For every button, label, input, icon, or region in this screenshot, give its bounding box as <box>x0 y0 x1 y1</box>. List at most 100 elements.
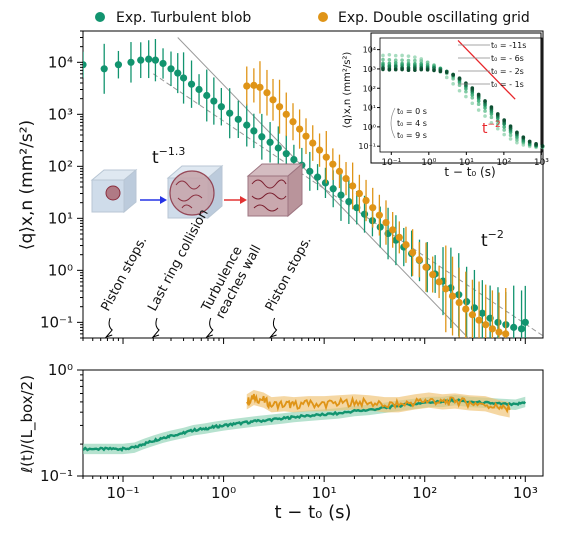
inset-data-point <box>444 70 449 75</box>
inset-y-tick-label: 10⁰ <box>363 123 376 132</box>
inset-x-tick-label: 10⁻¹ <box>381 158 401 168</box>
data-point-turbulent <box>521 318 529 326</box>
inset-data-point <box>381 67 385 72</box>
inset-label-bracket <box>390 107 396 139</box>
line-oscillating <box>246 393 511 414</box>
data-point-oscillating <box>475 316 483 324</box>
lower-axes: 10⁻¹ 10⁰ 10¹ 10² 10³ 10⁻¹ 10⁰ <box>40 361 538 502</box>
inset-data-point <box>470 86 475 90</box>
x-tick-label: 10⁻¹ <box>107 484 140 502</box>
data-point-turbulent <box>151 56 160 64</box>
inset-red-slope-label: t−2 <box>482 120 501 137</box>
data-point-turbulent <box>353 204 361 212</box>
inset-t0-label: t₀ = -11s <box>491 41 526 50</box>
data-point-turbulent <box>187 80 196 88</box>
data-point-oscillating <box>322 153 330 161</box>
data-point-turbulent <box>159 59 167 68</box>
arrow-red-head <box>240 196 247 204</box>
lower-plot-area <box>83 389 527 455</box>
data-point-turbulent <box>217 103 225 111</box>
data-point-oscillating <box>349 182 357 190</box>
inset-x-tick-label: 10¹ <box>459 158 474 168</box>
inset-t0-labels: t₀ = -11s t₀ = - 6s t₀ = - 2s t₀ = - 1s t₀ =… <box>390 41 526 140</box>
inset-data-point <box>489 115 494 120</box>
event-arrow <box>151 317 160 339</box>
event-annotation: Piston stops. <box>263 234 315 339</box>
data-point-turbulent <box>226 109 234 117</box>
inset-data-point <box>387 58 392 62</box>
data-point-oscillating <box>502 330 510 338</box>
data-point-turbulent <box>250 127 258 135</box>
event-arrow <box>205 317 214 339</box>
inset-t0-label: t₀ = - 6s <box>491 54 524 63</box>
inset-y-axis-label: ⟨q⟩x,n (mm²/s²) <box>342 52 353 129</box>
inset-data-point <box>515 130 519 135</box>
x-tick-label: 10³ <box>513 484 538 502</box>
data-point-oscillating <box>448 292 457 300</box>
inset-data-point <box>476 92 481 97</box>
legend: Exp. Turbulent blob Exp. Double oscillat… <box>95 10 530 26</box>
inset-data-point <box>451 82 455 86</box>
inset-y-tick-label: 10⁴ <box>363 46 376 55</box>
slope-label-main: t−1.3 <box>152 145 185 168</box>
data-point-turbulent <box>210 97 218 105</box>
data-point-turbulent <box>478 309 486 317</box>
event-annotation: Piston stops. <box>98 234 150 339</box>
inset-data-point <box>393 58 398 62</box>
inset-y-tick-label: 10¹ <box>363 104 376 113</box>
event-annotation: Turbulencereaches wall <box>199 243 265 339</box>
inset-data-point <box>381 53 385 58</box>
slope-label-ref: t−2 <box>481 228 504 251</box>
data-point-turbulent <box>114 61 123 69</box>
data-point-oscillating <box>309 139 317 147</box>
inset-data-point <box>400 58 404 62</box>
inset-data-point <box>540 143 545 148</box>
inset-data-point <box>451 73 455 77</box>
data-point-oscillating <box>409 248 417 257</box>
data-point-turbulent <box>174 69 182 77</box>
inset-data-point <box>400 67 404 72</box>
cube-turbulent-filling <box>166 164 224 220</box>
data-point-oscillating <box>422 263 430 271</box>
inset-axes: 10⁻¹ 10⁰ 10¹ 10² 10³ 10⁻¹ 10⁰ 10¹ 10² 10³ 10⁴ <box>358 37 549 168</box>
data-point-turbulent <box>83 61 87 69</box>
inset-t0-label-left: t₀ = 9 s <box>397 131 427 140</box>
data-point-oscillating <box>382 218 390 227</box>
data-point-turbulent <box>274 144 282 152</box>
data-point-oscillating <box>435 278 443 286</box>
cube-small-blob <box>90 168 138 214</box>
inset-data-point <box>432 68 436 73</box>
x-axis-label: t − t₀ (s) <box>274 502 351 523</box>
legend-label-turbulent: Exp. Turbulent blob <box>116 10 251 26</box>
data-point-oscillating <box>296 125 304 133</box>
data-point-oscillating <box>488 325 497 333</box>
lower-y-axis-label: ℓ(t)/(L_box/2) <box>18 375 37 474</box>
inset-data-point <box>521 135 526 139</box>
inset-data-point <box>413 58 417 63</box>
inset-frame <box>370 32 542 164</box>
inset-data-point <box>502 128 506 132</box>
arrow-blue-head <box>160 196 167 204</box>
data-point-turbulent <box>234 115 242 123</box>
data-point-turbulent <box>306 167 314 175</box>
inset-data-point <box>495 112 500 116</box>
inset-data-point <box>483 114 487 118</box>
inset-data-point <box>508 137 513 141</box>
data-point-oscillating <box>468 311 477 319</box>
data-point-oscillating <box>256 83 264 91</box>
y-tick-label: 10² <box>48 157 73 175</box>
data-point-turbulent <box>321 179 330 187</box>
inset-y-tick-label: 10⁻¹ <box>358 142 376 151</box>
data-point-oscillating <box>482 321 490 329</box>
legend-marker-turbulent <box>95 12 105 22</box>
y-tick-label: 10³ <box>48 105 73 123</box>
cube-turbulent-full <box>246 162 304 218</box>
main-plot-area <box>83 37 543 338</box>
inset-t0-label-left: t₀ = 0 s <box>397 107 427 116</box>
inset-data-point <box>534 142 538 146</box>
data-point-oscillating <box>455 298 463 307</box>
data-point-oscillating <box>415 256 423 264</box>
inset-t0-label-left: t₀ = 4 s <box>397 119 427 128</box>
data-point-turbulent <box>337 191 345 199</box>
inset-data-point <box>419 67 424 72</box>
